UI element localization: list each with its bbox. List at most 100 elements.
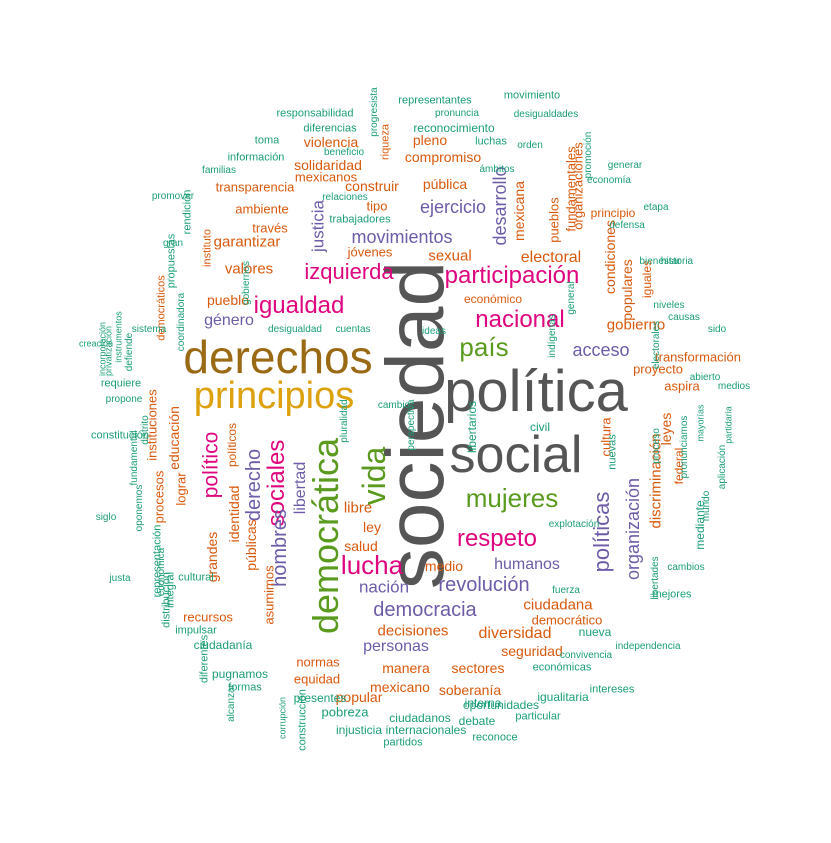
word-135: sido [707,324,727,335]
word-48: libre [343,499,373,517]
word-51: medio [424,558,464,574]
word-116: promover [151,191,195,202]
word-103: desigualdades [513,109,579,120]
word-190: igualitaria [537,690,589,704]
word-178: independencia [615,641,681,652]
word-107: toma [254,134,280,147]
word-184: intereses [589,683,635,696]
word-182: convivencia [559,650,613,661]
word-59: equidad [293,671,341,687]
word-113: generar [607,160,643,171]
word-94: políticos [225,422,239,468]
word-11: igualdad [253,292,345,319]
word-92: recursos [183,609,233,625]
word-167: cultural [178,571,214,584]
word-43: pueblo [206,292,250,308]
word-99: representantes [398,94,472,107]
word-136: desigualdad [268,324,322,335]
word-198: partidos [383,736,423,749]
word-177: ciudadanía [193,638,253,652]
word-138: ideas [422,326,446,337]
word-68: transparencia [215,179,295,195]
word-169: cambios [667,562,705,573]
word-105: reconocimiento [413,121,495,135]
word-112: ámbitos [479,164,515,175]
word-72: tipo [366,198,388,214]
word-111: información [227,151,285,164]
word-24: ejercicio [419,197,487,217]
word-54: sectores [451,660,505,676]
word-114: familias [202,165,236,176]
word-33: libertad [292,461,309,515]
word-161: siglo [95,512,117,523]
word-19: revolución [438,574,530,596]
word-122: gran [162,238,184,249]
word-164: explotación [548,519,600,530]
word-38: gobierno [606,316,666,334]
word-162: oponemos [134,484,145,532]
word-130: privatización [103,325,114,377]
word-100: responsabilidad [276,107,354,120]
word-82: proyecto [633,361,683,377]
word-69: ambiente [235,201,289,217]
word-157: pronunciamos [679,415,690,479]
word-139: indígenas [547,314,558,358]
word-115: economía [587,175,631,186]
word-77: condiciones [602,220,618,294]
word-159: aplicación [717,444,728,490]
word-152: partidaria [723,406,734,444]
word-124: propuestas [165,233,178,289]
word-142: electorales [651,320,662,370]
word-125: bienestar [639,256,681,267]
word-189: interna [464,696,502,710]
word-32: organización [623,477,643,581]
word-34: diversidad [478,625,552,642]
word-196: injusticia [335,723,383,737]
word-97: nuevas [606,434,619,470]
word-192: oportunidades [462,698,540,712]
word-44: educación [166,406,182,470]
word-174: distribución [160,572,173,628]
word-41: garantizar [213,233,281,251]
word-197: internacionales [385,723,467,737]
word-60: democrático [531,612,603,628]
word-119: rendición [181,189,194,235]
word-109: orden [517,140,543,151]
word-27: acceso [572,340,630,360]
word-121: defensa [609,220,645,231]
word-91: asumimos [261,565,277,625]
word-31: personas [363,638,429,655]
word-36: ciudadana [523,596,593,614]
word-2: política [444,359,628,424]
word-4: derechos [183,331,373,383]
word-83: transformación [655,349,741,365]
word-144: requiere [100,377,142,390]
word-35: decisiones [377,622,449,640]
word-180: económicas [532,661,592,674]
word-106: beneficio [323,147,365,158]
word-40: sexual [428,247,472,265]
word-15: lucha [340,550,404,580]
word-104: diferencias [303,122,357,135]
word-80: principio [590,206,636,220]
word-179: diferentes [198,634,211,684]
word-151: mayorías [695,404,706,442]
word-163: mediante [693,500,707,550]
word-29: nación [358,577,410,597]
word-25: desarrollo [490,166,510,246]
word-194: debate [458,714,496,728]
word-56: soberanía [438,682,502,698]
word-118: etapa [643,202,669,213]
word-188: presentes [293,691,347,705]
word-156: constitución [90,429,150,442]
word-127: niveles [653,300,685,311]
word-70: través [252,220,288,236]
word-61: construir [345,178,399,194]
word-133: general [566,281,577,315]
word-50: salud [344,538,378,554]
word-199: reconoce [472,731,518,744]
word-9: país [459,332,509,362]
word-108: luchas [475,135,507,148]
word-146: propone [105,394,143,405]
word-153: pluralidad [339,399,350,443]
